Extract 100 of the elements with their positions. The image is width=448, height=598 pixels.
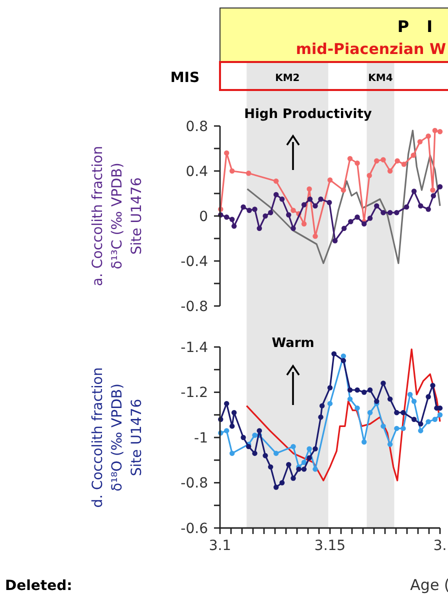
point — [362, 439, 367, 445]
point — [437, 129, 443, 134]
point — [362, 390, 367, 395]
point — [301, 221, 307, 226]
point — [268, 210, 274, 216]
point — [301, 460, 307, 465]
point — [417, 139, 423, 144]
point — [246, 170, 252, 176]
point — [307, 196, 313, 202]
point — [246, 208, 252, 213]
point — [306, 446, 312, 452]
point — [240, 434, 246, 440]
point — [262, 213, 268, 219]
line-series — [246, 348, 441, 482]
point — [354, 387, 360, 393]
point — [367, 410, 373, 416]
point — [367, 216, 373, 221]
point — [437, 184, 443, 190]
text: MIS — [170, 70, 200, 86]
point — [432, 128, 438, 134]
point — [430, 193, 436, 198]
point — [306, 186, 312, 192]
point — [418, 421, 424, 427]
point — [340, 358, 346, 364]
point — [411, 416, 417, 422]
point — [387, 396, 393, 402]
point — [318, 196, 324, 202]
text: Deleted: — [5, 578, 72, 594]
point — [319, 403, 325, 408]
point — [430, 382, 436, 388]
x-tick-label: 3.1 — [208, 538, 232, 554]
point — [274, 450, 279, 456]
chart-title: P I — [397, 17, 439, 36]
y-tick-label: -1.4 — [180, 340, 208, 356]
point — [290, 476, 296, 481]
y-axis-title: d. Coccolith fraction δ¹⁸O (‰ VPDB) Site U1476 — [90, 367, 146, 508]
annotation: Warm — [272, 336, 314, 351]
point — [340, 353, 346, 359]
point — [230, 168, 235, 174]
point — [224, 150, 230, 156]
point — [231, 224, 237, 229]
point — [430, 188, 436, 193]
point — [400, 410, 406, 416]
point — [252, 450, 258, 456]
point — [354, 405, 360, 411]
point — [231, 410, 237, 416]
point — [394, 210, 400, 216]
point — [326, 200, 332, 206]
point — [252, 206, 258, 212]
x-tick-label: 3. — [433, 538, 447, 554]
point — [401, 162, 407, 167]
point — [318, 414, 324, 420]
point — [224, 214, 230, 220]
y-tick-label: 0 — [199, 208, 208, 225]
point — [306, 455, 312, 460]
point — [327, 400, 333, 406]
point — [327, 385, 333, 390]
point — [279, 196, 285, 202]
point — [286, 462, 292, 468]
y-tick-label: 0.4 — [186, 164, 208, 180]
point — [387, 168, 393, 174]
point — [224, 400, 230, 406]
point — [387, 210, 393, 216]
point — [312, 446, 318, 452]
point — [274, 484, 279, 490]
point — [252, 432, 258, 438]
point — [404, 204, 410, 210]
point — [240, 204, 246, 210]
point — [301, 466, 307, 472]
point — [411, 188, 417, 194]
point — [387, 442, 393, 447]
point — [331, 351, 337, 356]
point — [354, 160, 360, 166]
point — [274, 178, 279, 184]
point — [296, 466, 302, 472]
point — [279, 480, 285, 486]
point — [380, 424, 386, 429]
y-tick-label: -0.6 — [180, 520, 208, 537]
point — [230, 450, 235, 456]
point — [426, 206, 431, 212]
point — [374, 398, 380, 404]
point — [394, 426, 400, 432]
point — [327, 177, 333, 183]
point — [418, 203, 424, 208]
point — [312, 234, 318, 239]
point — [426, 134, 431, 139]
y-axis-title: a. Coccolith fraction δ¹³C (‰ VPDB) Site U1476 — [90, 146, 146, 286]
point — [347, 387, 353, 393]
point — [418, 428, 424, 434]
point — [394, 158, 400, 164]
point — [374, 203, 380, 208]
point — [312, 203, 318, 208]
y-tick-label: -1 — [194, 430, 208, 446]
point — [426, 394, 431, 400]
point — [374, 158, 380, 164]
band-label: KM4 — [368, 73, 393, 84]
point — [437, 412, 443, 418]
point — [274, 192, 279, 198]
point — [380, 157, 386, 162]
point — [268, 464, 274, 470]
